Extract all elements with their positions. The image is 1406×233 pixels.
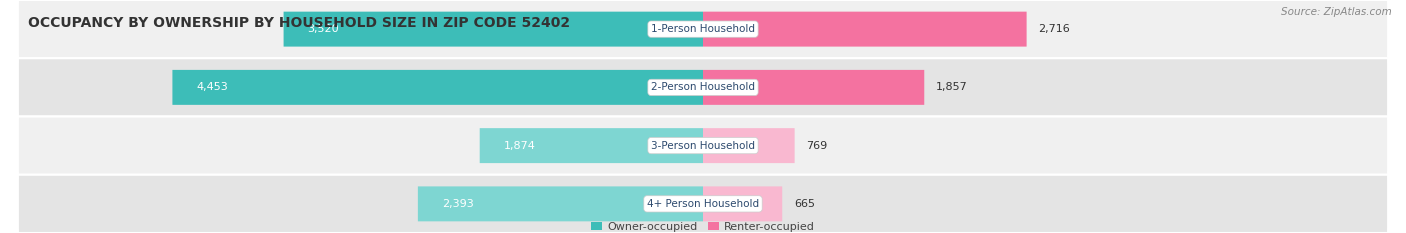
- Text: 4+ Person Household: 4+ Person Household: [647, 199, 759, 209]
- FancyBboxPatch shape: [703, 186, 782, 221]
- Text: 1,857: 1,857: [936, 82, 967, 92]
- Text: Source: ZipAtlas.com: Source: ZipAtlas.com: [1281, 7, 1392, 17]
- Text: 2-Person Household: 2-Person Household: [651, 82, 755, 92]
- Text: 1,874: 1,874: [503, 141, 536, 151]
- Text: 769: 769: [807, 141, 828, 151]
- FancyBboxPatch shape: [703, 128, 794, 163]
- FancyBboxPatch shape: [173, 70, 703, 105]
- FancyBboxPatch shape: [18, 175, 1388, 233]
- FancyBboxPatch shape: [479, 128, 703, 163]
- Text: 665: 665: [794, 199, 815, 209]
- Text: 3,520: 3,520: [308, 24, 339, 34]
- FancyBboxPatch shape: [418, 186, 703, 221]
- Text: 2,393: 2,393: [441, 199, 474, 209]
- FancyBboxPatch shape: [703, 70, 924, 105]
- Text: OCCUPANCY BY OWNERSHIP BY HOUSEHOLD SIZE IN ZIP CODE 52402: OCCUPANCY BY OWNERSHIP BY HOUSEHOLD SIZE…: [28, 16, 571, 30]
- Text: 4,453: 4,453: [197, 82, 228, 92]
- Text: 3-Person Household: 3-Person Household: [651, 141, 755, 151]
- Text: 2,716: 2,716: [1039, 24, 1070, 34]
- FancyBboxPatch shape: [18, 58, 1388, 116]
- FancyBboxPatch shape: [703, 12, 1026, 47]
- Text: 1-Person Household: 1-Person Household: [651, 24, 755, 34]
- FancyBboxPatch shape: [284, 12, 703, 47]
- FancyBboxPatch shape: [18, 116, 1388, 175]
- Legend: Owner-occupied, Renter-occupied: Owner-occupied, Renter-occupied: [592, 222, 814, 232]
- FancyBboxPatch shape: [18, 0, 1388, 58]
